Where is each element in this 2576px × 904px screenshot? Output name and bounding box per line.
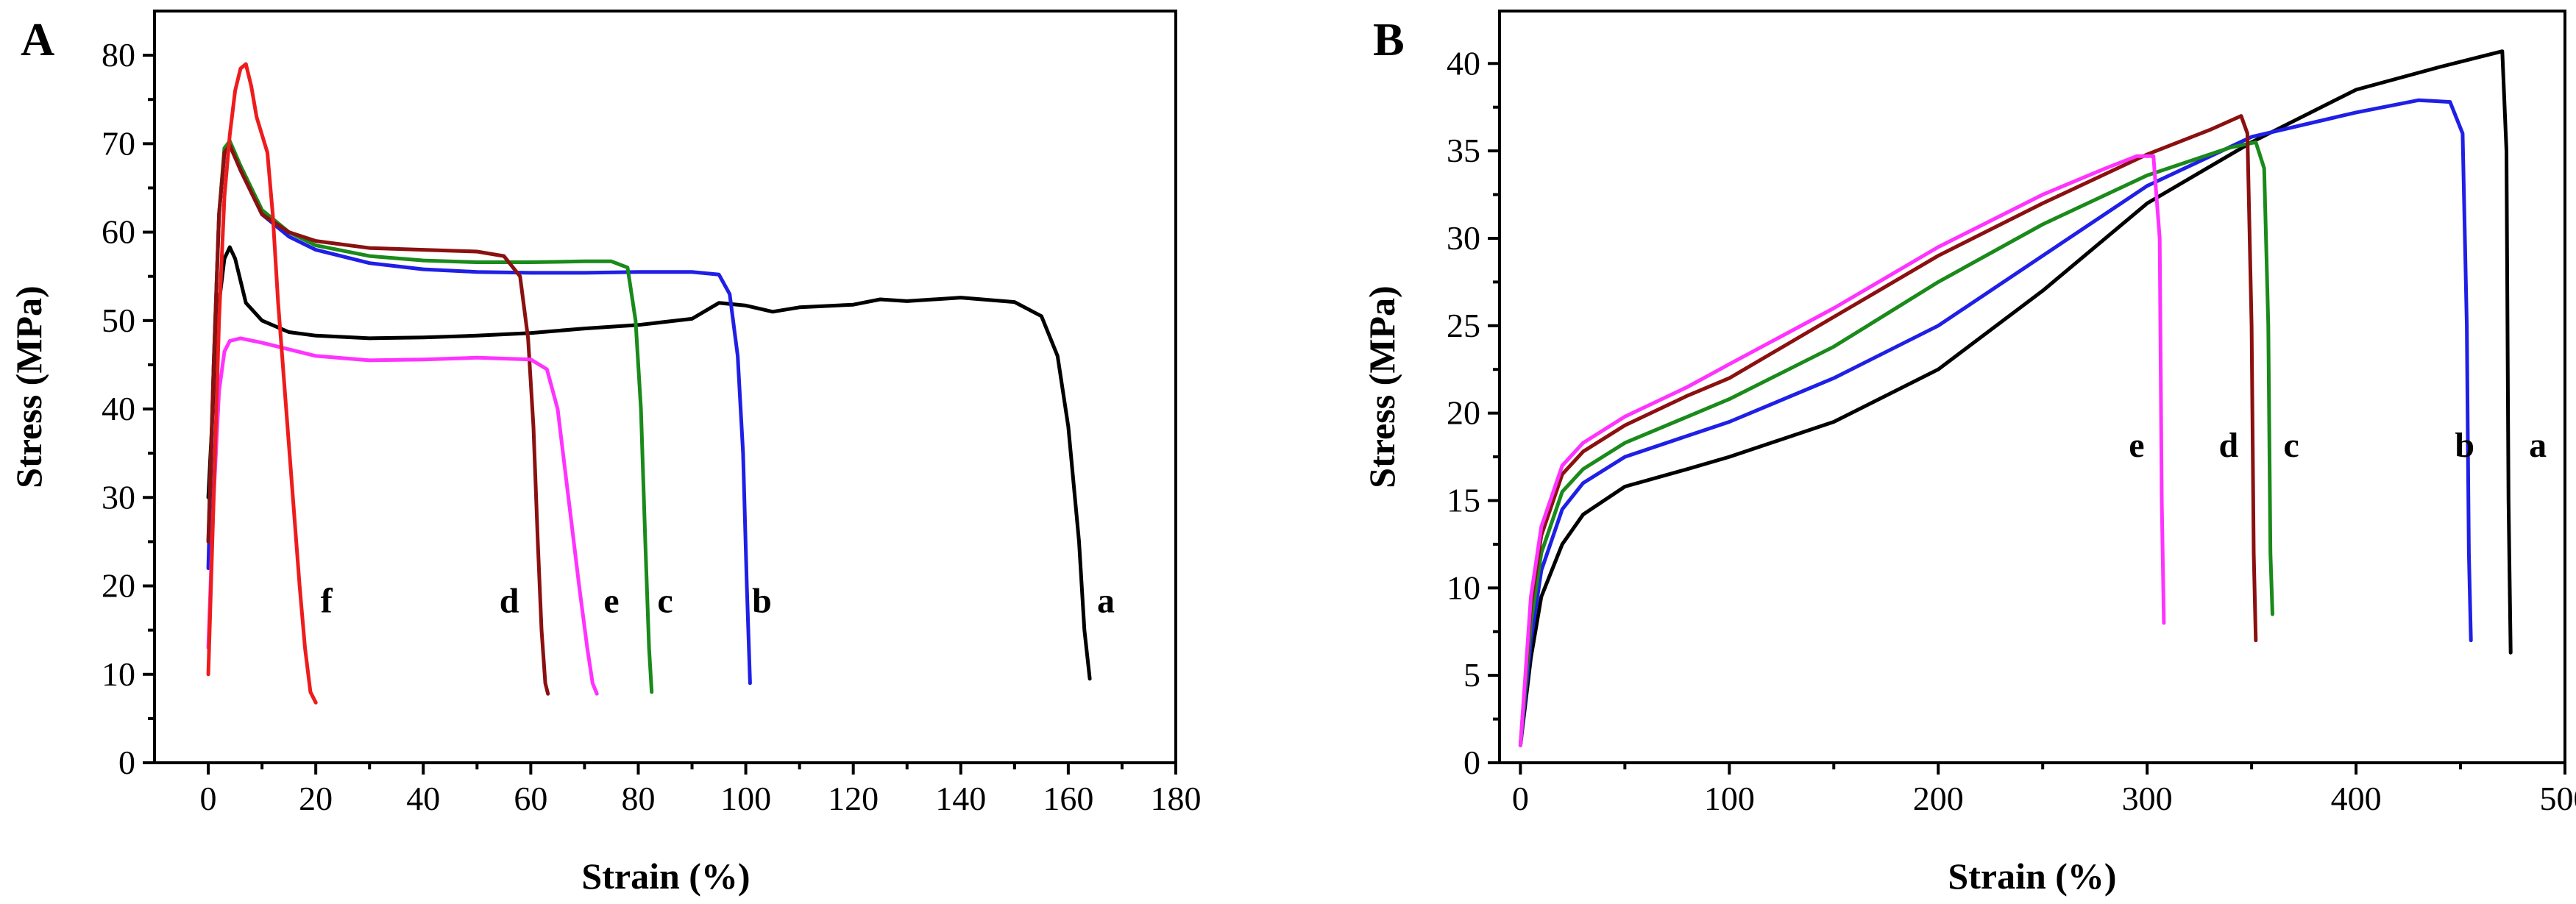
panel-a-curve-labels: a b c d e f bbox=[321, 582, 1115, 621]
panel-b-series-a-line bbox=[1518, 49, 2513, 747]
panel-b-series-c-line bbox=[1518, 140, 2274, 747]
panel-b-y-tick-label: 25 bbox=[1447, 307, 1480, 344]
panel-b-x-tick-label: 200 bbox=[1913, 780, 1964, 817]
panel-b-x-tick-label: 500 bbox=[2540, 780, 2576, 817]
panel-a-x-tick-label: 140 bbox=[935, 780, 986, 817]
panel-a-series-b-label: b bbox=[752, 582, 772, 621]
panel-a-y-tick-label: 0 bbox=[118, 744, 135, 781]
panel-a-y-axis-title: Stress (MPa) bbox=[8, 285, 49, 488]
panel-a-x-axis-title: Strain (%) bbox=[581, 855, 750, 897]
panel-a-x-tick-label: 80 bbox=[621, 780, 655, 817]
panel-a-x-tick-label: 40 bbox=[406, 780, 440, 817]
panel-a-x-tick-label: 180 bbox=[1151, 780, 1202, 817]
panel-a-series-e-label: e bbox=[603, 582, 619, 621]
panel-b-letter: B bbox=[1373, 13, 1405, 65]
panel-a-series-f-label: f bbox=[321, 582, 333, 621]
panel-a-plot-frame bbox=[153, 10, 1177, 764]
panel-a-x-tick-label: 0 bbox=[200, 780, 217, 817]
panel-a-x-tick-label: 100 bbox=[720, 780, 771, 817]
panel-b-series-e-label: e bbox=[2129, 426, 2144, 465]
panel-a-x-tick-label: 20 bbox=[299, 780, 333, 817]
panel-b-y-tick-label: 15 bbox=[1447, 481, 1480, 519]
panel-b-series-d-label: d bbox=[2219, 426, 2239, 465]
panel-b-x-tick-label: 400 bbox=[2331, 780, 2382, 817]
panel-b-series-c-label: c bbox=[2283, 426, 2299, 465]
panel-b-y-tick-label: 5 bbox=[1463, 656, 1480, 694]
panel-a-series-e-line bbox=[206, 336, 599, 696]
panel-b-series-d-line bbox=[1518, 114, 2258, 747]
panel-b-y-tick-label: 0 bbox=[1463, 744, 1480, 781]
panel-b-y-tick-label: 35 bbox=[1447, 132, 1480, 169]
panel-a-y-tick-label: 30 bbox=[102, 478, 135, 516]
panel-a-y-tick-label: 20 bbox=[102, 567, 135, 605]
panel-a-series-a-label: a bbox=[1097, 582, 1115, 621]
panel-a-series-a-line bbox=[206, 245, 1092, 681]
panel-b-series-b-line bbox=[1518, 98, 2473, 747]
panel-a-series-d-label: d bbox=[500, 582, 519, 621]
panel-b: B 0 100 200 300 400 500 0 5 10 15 20 25 30 35 40 a b c d e… bbox=[1361, 10, 2576, 897]
panel-a-y-tick-label: 70 bbox=[102, 124, 135, 162]
panel-b-series-e-line bbox=[1518, 154, 2166, 747]
panel-a-y-tick-label: 40 bbox=[102, 390, 135, 427]
panel-a-series bbox=[206, 62, 1092, 705]
panel-a-y-tick-label: 50 bbox=[102, 302, 135, 339]
panel-b-series-a-label: a bbox=[2529, 426, 2547, 465]
panel-a-y-tick-label: 10 bbox=[102, 655, 135, 693]
panel-a-y-tick-label: 60 bbox=[102, 213, 135, 251]
panel-b-y-axis-title: Stress (MPa) bbox=[1361, 285, 1402, 488]
panel-a-ticks: 0 20 40 60 80 100 120 140 160 180 0 10 20 30 40 50 60 70 8… bbox=[102, 36, 1202, 817]
panel-b-y-tick-label: 30 bbox=[1447, 219, 1480, 257]
panel-a-letter: A bbox=[21, 13, 54, 65]
panel-b-x-tick-label: 0 bbox=[1512, 780, 1529, 817]
panel-b-x-tick-label: 100 bbox=[1704, 780, 1755, 817]
panel-b-y-tick-label: 10 bbox=[1447, 569, 1480, 606]
panel-a-series-d-line bbox=[206, 143, 550, 696]
panel-b-x-tick-label: 300 bbox=[2122, 780, 2173, 817]
panel-a-x-tick-label: 160 bbox=[1043, 780, 1093, 817]
panel-a: A 0 20 40 60 80 100 120 140 160 180 0 10 20 30 40 50 60 7… bbox=[8, 10, 1202, 897]
panel-b-y-tick-label: 20 bbox=[1447, 394, 1480, 432]
panel-b-series bbox=[1518, 49, 2513, 747]
panel-a-series-f-line bbox=[206, 62, 318, 705]
panel-a-y-tick-label: 80 bbox=[102, 36, 135, 74]
panel-b-curve-labels: a b c d e bbox=[2129, 426, 2547, 465]
panel-b-y-tick-label: 40 bbox=[1447, 44, 1480, 82]
panel-a-series-c-line bbox=[206, 139, 654, 694]
panel-a-x-tick-label: 120 bbox=[828, 780, 879, 817]
panel-b-series-b-label: b bbox=[2455, 426, 2474, 465]
panel-b-x-axis-title: Strain (%) bbox=[1948, 855, 2116, 897]
panel-b-ticks: 0 100 200 300 400 500 0 5 10 15 20 25 30 35 40 bbox=[1447, 44, 2576, 817]
panel-a-x-tick-label: 60 bbox=[514, 780, 547, 817]
panel-b-plot-frame bbox=[1498, 10, 2566, 764]
panel-a-series-c-label: c bbox=[657, 582, 673, 621]
